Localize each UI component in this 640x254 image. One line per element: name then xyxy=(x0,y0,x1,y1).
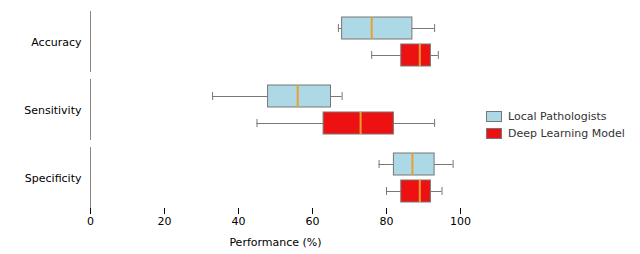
svg-text:Accuracy: Accuracy xyxy=(31,36,82,49)
svg-text:Specificity: Specificity xyxy=(25,172,82,185)
svg-text:0: 0 xyxy=(87,215,94,228)
svg-text:40: 40 xyxy=(232,215,246,228)
svg-text:Performance (%): Performance (%) xyxy=(229,236,321,249)
svg-text:100: 100 xyxy=(450,215,471,228)
svg-text:80: 80 xyxy=(380,215,394,228)
html-text:Local Pathologists: Local Pathologists xyxy=(508,110,607,123)
svg-text:20: 20 xyxy=(158,215,172,228)
svg-text:Sensitivity: Sensitivity xyxy=(24,104,82,117)
html-text:Deep Learning Model: Deep Learning Model xyxy=(508,127,625,140)
svg-text:60: 60 xyxy=(306,215,320,228)
